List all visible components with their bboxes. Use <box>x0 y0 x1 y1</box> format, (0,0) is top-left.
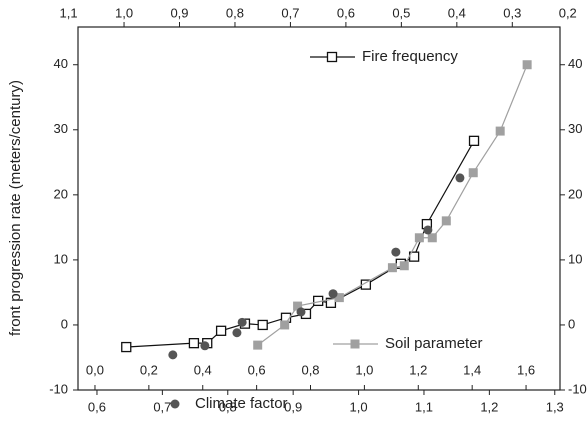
x2-tick-label: 0,7 <box>281 5 299 20</box>
legend-marker <box>326 51 338 63</box>
x-tick-label: 1,1 <box>415 399 433 414</box>
legend-label: Fire frequency <box>362 48 458 65</box>
point <box>414 233 424 243</box>
point <box>328 289 338 299</box>
x2-tick-label: 0,2 <box>559 5 577 20</box>
y-tick-label: -10 <box>49 381 68 396</box>
x3-tick-label: 1,6 <box>517 362 535 377</box>
x-tick-label: 1,2 <box>480 399 498 414</box>
point <box>200 341 210 351</box>
point <box>325 297 337 308</box>
y-tick-label-right: 30 <box>568 121 582 136</box>
point <box>427 233 437 243</box>
point <box>495 126 505 136</box>
x-tick-label: 0,8 <box>219 399 237 414</box>
x3-tick-label: 0,4 <box>194 362 212 377</box>
point <box>522 60 532 70</box>
point <box>423 225 433 235</box>
x-tick-label: 0,9 <box>284 399 302 414</box>
point <box>280 320 290 330</box>
y-tick-label: 20 <box>54 186 68 201</box>
point <box>296 307 306 317</box>
x3-tick-label: 1,2 <box>409 362 427 377</box>
x3-tick-label: 0,2 <box>140 362 158 377</box>
x2-tick-label: 0,9 <box>170 5 188 20</box>
point <box>455 173 465 183</box>
point <box>399 261 409 271</box>
x2-tick-label: 0,6 <box>337 5 355 20</box>
point <box>468 168 478 178</box>
point <box>215 325 227 336</box>
point <box>232 328 242 338</box>
x2-tick-label: 1,1 <box>60 5 78 20</box>
x-tick-label: 1,3 <box>546 399 564 414</box>
y-tick-label-right: 10 <box>568 251 582 266</box>
point <box>293 301 303 311</box>
point <box>188 338 200 349</box>
point <box>168 350 178 360</box>
x-tick-label: 0,7 <box>153 399 171 414</box>
x3-tick-label: 0,8 <box>301 362 319 377</box>
y-tick-label-right: 0 <box>568 316 575 331</box>
x2-tick-label: 0,4 <box>448 5 466 20</box>
legend-marker <box>350 339 360 349</box>
point <box>387 263 397 273</box>
x2-tick-label: 0,3 <box>503 5 521 20</box>
y-tick-label-right: 20 <box>568 186 582 201</box>
point <box>237 317 247 327</box>
point <box>391 247 401 257</box>
point <box>121 341 132 353</box>
x-tick-label: 0,6 <box>88 399 106 414</box>
legend-marker <box>170 399 180 409</box>
plot-frame <box>77 26 561 391</box>
point <box>334 293 344 303</box>
point <box>253 340 263 350</box>
x3-tick-label: 0,0 <box>86 362 104 377</box>
y-tick-label: 30 <box>54 121 68 136</box>
x2-tick-label: 0,5 <box>392 5 410 20</box>
y-tick-label: 10 <box>54 251 68 266</box>
x3-tick-label: 1,0 <box>355 362 373 377</box>
x3-tick-label: 0,6 <box>248 362 266 377</box>
point <box>441 216 451 226</box>
y-tick-label-right: 40 <box>568 56 582 71</box>
y-tick-label: 0 <box>61 316 68 331</box>
legend-label: Soil parameter <box>385 335 483 352</box>
y-tick-label-right: -10 <box>568 381 587 396</box>
x3-tick-label: 1,4 <box>463 362 481 377</box>
x2-tick-label: 0,8 <box>226 5 244 20</box>
y-tick-label: 40 <box>54 56 68 71</box>
x2-tick-label: 1,0 <box>115 5 133 20</box>
legend-label: Climate factor <box>195 395 288 412</box>
x-tick-label: 1,0 <box>350 399 368 414</box>
y-axis-label: front progression rate (meters/century) <box>7 80 24 336</box>
point <box>468 135 480 146</box>
point <box>257 319 268 331</box>
